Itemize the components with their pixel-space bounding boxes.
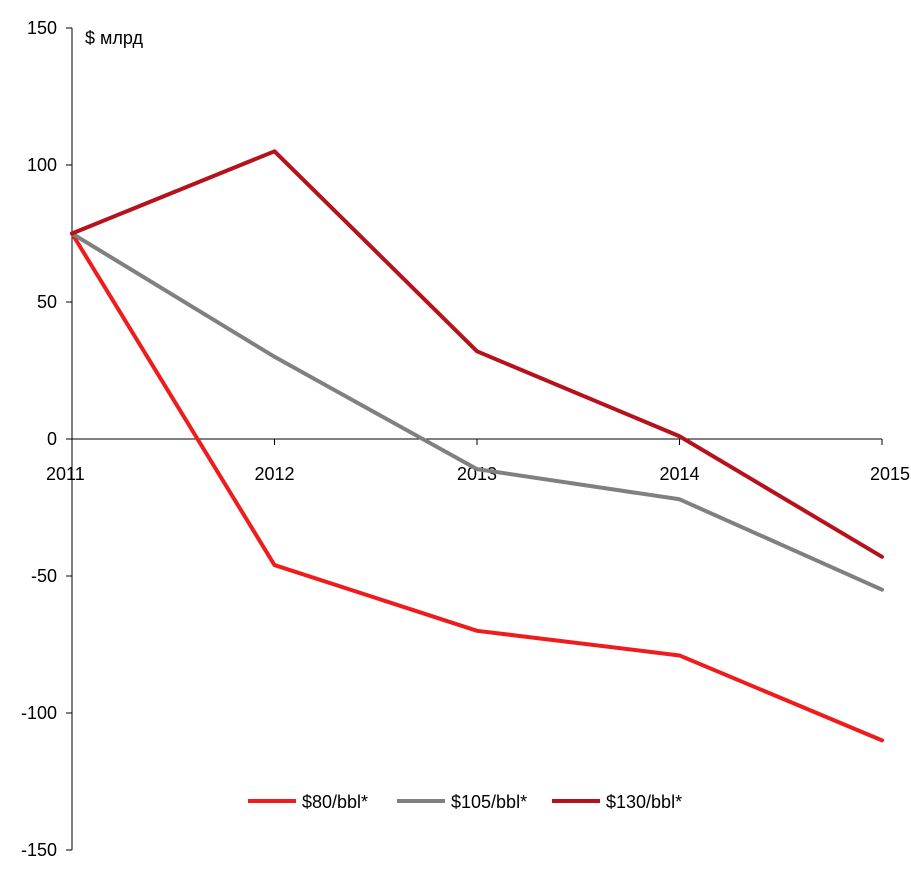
x-tick-label: 2014 xyxy=(659,464,699,484)
y-tick-label: 150 xyxy=(27,18,57,38)
y-tick-label: 0 xyxy=(47,429,57,449)
y-tick-label: -100 xyxy=(21,703,57,723)
x-axis-ticks: 2011 2012 2013 2014 2015 xyxy=(46,439,910,484)
series-line-1 xyxy=(70,231,884,743)
y-tick-label: -50 xyxy=(31,566,57,586)
x-tick-label: 2012 xyxy=(254,464,294,484)
y-tick-label: -150 xyxy=(21,840,57,860)
legend-label: $130/bbl* xyxy=(606,792,682,812)
y-axis-ticks: 150 100 50 0 -50 -100 -150 xyxy=(21,18,72,860)
legend-label: $105/bbl* xyxy=(451,792,527,812)
y-tick-label: 100 xyxy=(27,155,57,175)
x-tick-label: 2015 xyxy=(870,464,910,484)
legend: $80/bbl* $105/bbl* $130/bbl* xyxy=(248,792,682,812)
y-axis-unit-label: $ млрд xyxy=(85,28,143,48)
legend-label: $80/bbl* xyxy=(302,792,368,812)
series-line-3 xyxy=(70,149,884,559)
y-tick-label: 50 xyxy=(37,292,57,312)
series-lines xyxy=(70,149,884,743)
x-tick-label: 2011 xyxy=(46,464,85,484)
series-line-2 xyxy=(70,231,884,592)
